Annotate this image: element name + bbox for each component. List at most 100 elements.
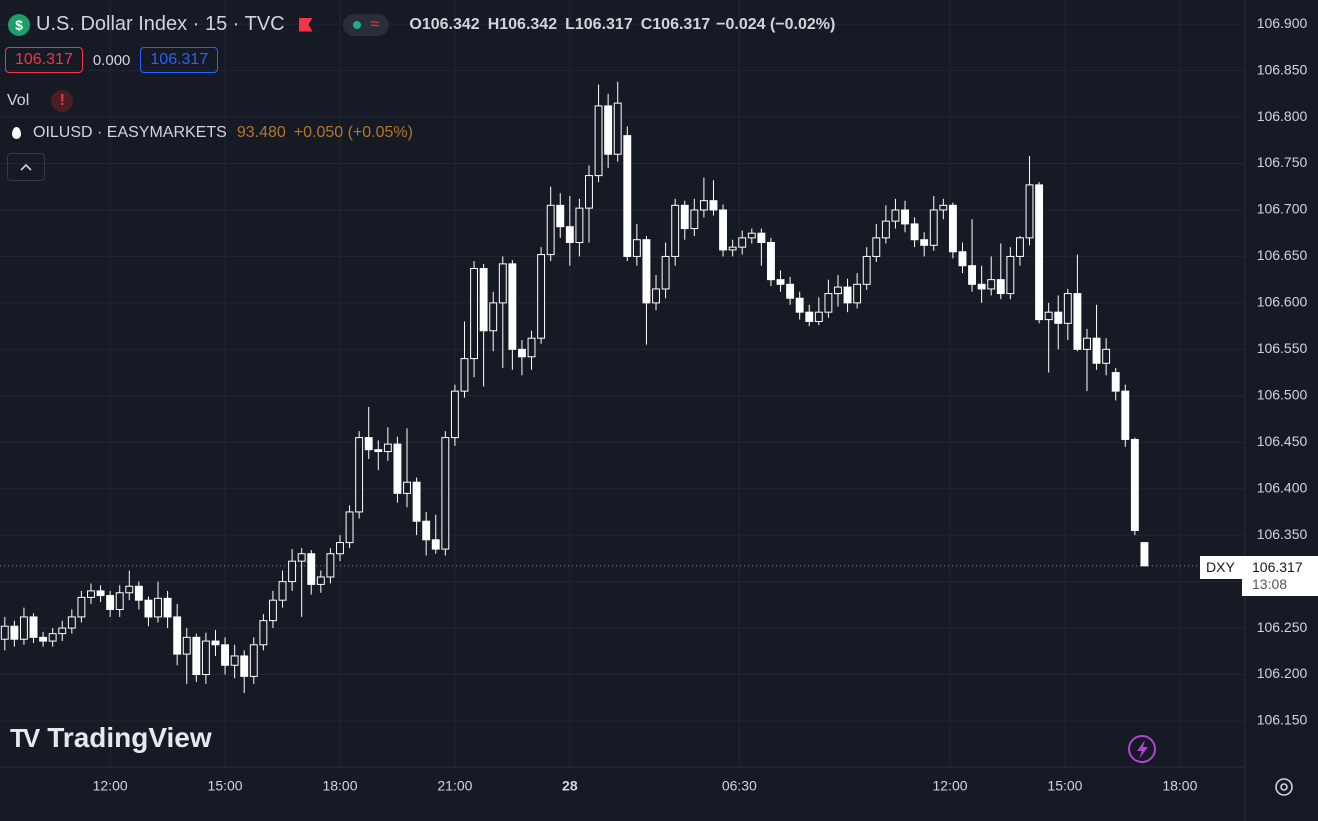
x-tick-label: 15:00 <box>208 778 243 794</box>
plot <box>0 0 1245 767</box>
candle-body <box>106 595 115 610</box>
candle-body <box>910 223 919 241</box>
logo-text[interactable]: TradingView <box>47 722 212 753</box>
candle-body <box>144 599 153 618</box>
candle-body <box>412 481 421 522</box>
candle-body <box>240 655 249 677</box>
candle-body <box>470 268 479 360</box>
y-tick-label: 106.850 <box>1257 61 1308 77</box>
candle-body <box>738 237 747 248</box>
candle-body <box>374 449 383 453</box>
logo-mark[interactable]: TV <box>10 722 40 753</box>
candle-body <box>125 585 134 594</box>
candle-body <box>1063 293 1072 324</box>
candle-body <box>336 542 344 555</box>
candle-body <box>834 286 842 295</box>
candle-body <box>585 175 593 209</box>
chevron[interactable] <box>20 163 32 171</box>
volume-row: Vol ! <box>7 90 74 112</box>
candle-body <box>680 204 689 230</box>
ohlc-value: 106.342 <box>421 15 480 33</box>
candle-body <box>786 283 795 299</box>
logo[interactable]: TV TradingView <box>10 722 212 754</box>
change: −0.024 (−0.02%) <box>716 15 836 33</box>
candle-body <box>661 255 670 290</box>
y-tick-label: 106.150 <box>1257 712 1308 728</box>
candle-body <box>920 239 929 246</box>
candle-body <box>259 620 268 646</box>
candle-body <box>1092 337 1101 364</box>
gear-hub[interactable] <box>1280 783 1288 791</box>
gear-ring[interactable] <box>1275 778 1293 796</box>
candle-body <box>10 625 19 640</box>
candle-body <box>39 636 48 642</box>
status-pill[interactable]: ≈ <box>342 13 390 36</box>
bid-box[interactable]: 106.317 <box>5 47 83 73</box>
x-tick-label: 12:00 <box>93 778 128 794</box>
chart-title[interactable]: U.S. Dollar Index · 15 · TVC <box>36 13 285 35</box>
compare-price: 93.480 <box>236 124 286 141</box>
candle-body <box>211 640 220 646</box>
candle-body <box>632 239 641 257</box>
ohlc-letter: L <box>565 15 575 33</box>
flag-icon[interactable] <box>298 17 313 32</box>
candle-body <box>795 297 804 313</box>
candle-body <box>450 390 459 439</box>
price-tag-countdown: 13:08 <box>1252 576 1288 592</box>
candle-body <box>249 644 258 677</box>
y-tick-label: 106.450 <box>1257 433 1308 449</box>
collapse-arrow[interactable] <box>8 154 44 180</box>
candle-body <box>508 263 517 350</box>
y-tick-label: 106.250 <box>1257 619 1308 635</box>
y-tick-label: 106.550 <box>1257 340 1308 356</box>
candle-body <box>671 204 680 257</box>
candle-body <box>29 616 38 638</box>
candle-body <box>115 592 124 610</box>
lightning-bolt[interactable] <box>1137 740 1148 759</box>
candle-body <box>690 209 699 230</box>
candle-body <box>652 288 660 304</box>
candle-body <box>719 209 728 251</box>
warning-icon[interactable]: ! <box>51 90 74 112</box>
candle-body <box>77 596 86 618</box>
candle-body <box>1044 311 1053 321</box>
candle-body <box>58 627 67 635</box>
candle-body <box>565 226 574 243</box>
lightning-icon[interactable] <box>1128 735 1156 763</box>
volume-label[interactable]: Vol <box>7 92 30 109</box>
candle-body <box>1025 184 1034 239</box>
candle-body <box>1102 348 1111 364</box>
candle-body <box>278 581 287 601</box>
candle-body <box>939 204 948 211</box>
x-tick-label: 15:00 <box>1047 778 1082 794</box>
candle-body <box>987 279 996 290</box>
spread: 0.000 <box>92 51 131 69</box>
candle-body <box>87 590 95 598</box>
collapse-button[interactable] <box>7 153 45 181</box>
oil-icon <box>12 127 21 139</box>
candle-body <box>862 255 871 285</box>
candle-body <box>307 553 316 585</box>
gear-icon[interactable] <box>1275 778 1293 796</box>
y-tick-label: 106.900 <box>1257 15 1308 31</box>
candle-body <box>948 204 957 253</box>
candle-body <box>613 102 622 155</box>
candle-body <box>431 539 440 550</box>
candle-body <box>192 636 201 676</box>
compare-symbol[interactable]: OILUSD · EASYMARKETS <box>33 124 227 141</box>
candle-body <box>422 520 431 541</box>
candle-body <box>546 204 555 256</box>
candle-body <box>316 576 325 585</box>
lightning-ring[interactable] <box>1128 735 1156 763</box>
candle-body <box>1083 337 1091 350</box>
candle-body <box>221 644 230 666</box>
ask-box[interactable]: 106.317 <box>140 47 219 73</box>
y-tick-label: 106.350 <box>1257 526 1308 542</box>
x-tick-label: 06:30 <box>722 778 757 794</box>
candle-body <box>479 268 488 332</box>
header-row: $ U.S. Dollar Index · 15 · TVC ≈ O106.34… <box>8 13 835 36</box>
candle-body <box>498 263 507 304</box>
candle-body <box>173 616 182 655</box>
candle-body <box>776 279 785 285</box>
